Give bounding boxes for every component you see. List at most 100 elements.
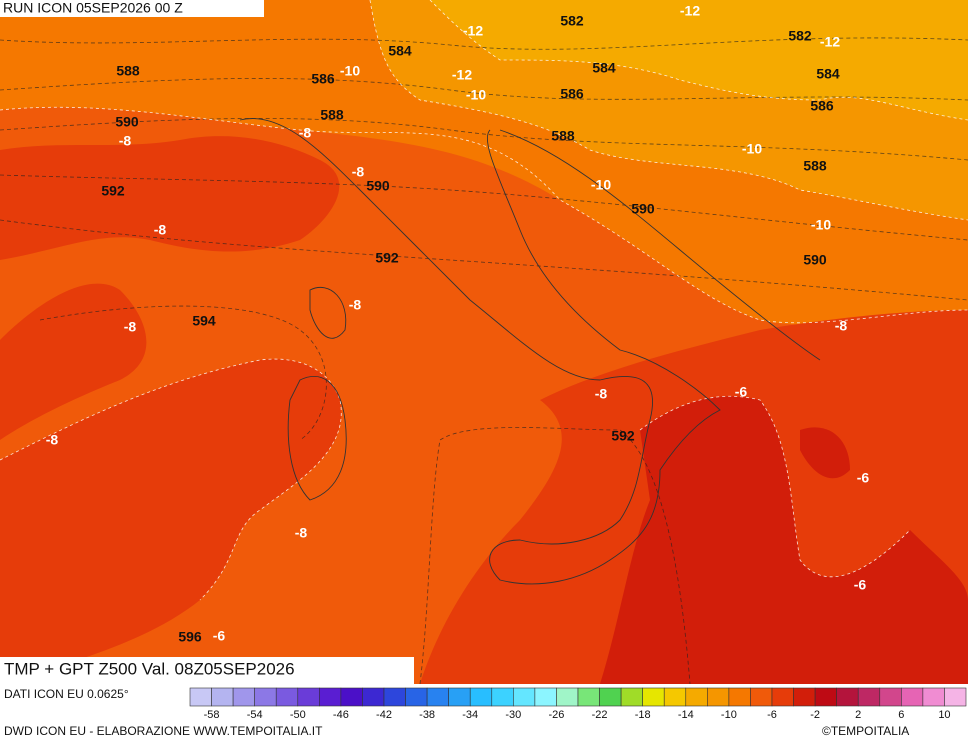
colorbar-tick-label: -54: [247, 709, 263, 721]
colorbar-box: [857, 687, 881, 707]
map-field: [800, 427, 850, 479]
colorbar-box: [383, 687, 406, 707]
colorbar-box: [685, 687, 708, 707]
colorbar-box: [599, 687, 622, 707]
footer-title: TMP + GPT Z500 Val. 08Z05SEP2026: [4, 659, 295, 678]
colorbar-tick-label: -2: [810, 709, 820, 721]
tmp-label: -6: [857, 470, 870, 486]
tmp-label: -8: [835, 318, 848, 334]
colorbar-box: [534, 687, 557, 707]
footer-copyright: ©TEMPOITALIA: [822, 724, 909, 738]
map-field: [0, 283, 147, 440]
colorbar-box: [620, 687, 643, 707]
colorbar-tick-label: -38: [419, 709, 435, 721]
tmp-label: -8: [295, 525, 308, 541]
map-field: [0, 136, 340, 260]
colorbar-tick-label: 6: [898, 709, 904, 721]
colorbar-box: [793, 687, 816, 707]
tmp-label: -10: [811, 217, 831, 233]
colorbar-box: [469, 687, 493, 707]
tmp-label: -8: [349, 297, 362, 313]
tmp-label: -10: [742, 141, 762, 157]
gpt-label: 592: [101, 183, 125, 199]
gpt-label: 590: [631, 201, 655, 217]
footer-source: DATI ICON EU 0.0625°: [4, 687, 129, 701]
gpt-label: 594: [192, 313, 216, 329]
colorbar-box: [319, 687, 342, 707]
tmp-label: -6: [213, 628, 226, 644]
tmp-label: -8: [124, 319, 137, 335]
gpt-label: 596: [178, 629, 202, 645]
colorbar-box: [901, 687, 924, 707]
tmp-label: -10: [466, 87, 486, 103]
tmp-label: -12: [463, 23, 483, 39]
tmp-label: -6: [854, 577, 867, 593]
colorbar-box: [232, 687, 255, 707]
colorbar-tick-label: -58: [204, 709, 220, 721]
map-field: [600, 396, 968, 684]
colorbar-box: [879, 687, 902, 707]
colorbar-tick-label: -10: [721, 709, 737, 721]
colorbar-box: [707, 687, 730, 707]
colorbar-tick-label: 2: [855, 709, 861, 721]
tmp-label: -8: [595, 386, 608, 402]
gpt-label: 586: [560, 86, 584, 102]
tmp-contours: [0, 0, 968, 601]
colorbar-box: [275, 687, 299, 707]
colorbar-tick-label: -50: [290, 709, 306, 721]
colorbar-box: [297, 687, 320, 707]
tmp-label: -8: [352, 164, 365, 180]
gpt-label: 586: [311, 71, 335, 87]
map-field: [430, 0, 968, 120]
colorbar-tick-label: -30: [505, 709, 521, 721]
colorbar-box: [577, 687, 600, 707]
gpt-label: 592: [611, 428, 635, 444]
gpt-label: 590: [115, 114, 139, 130]
gpt-label: 586: [810, 98, 834, 114]
gpt-label: 588: [320, 107, 344, 123]
gpt-label: 584: [816, 66, 840, 82]
tmp-label: -12: [820, 34, 840, 50]
colorbar-box: [728, 687, 751, 707]
gpt-label: 588: [803, 158, 827, 174]
colorbar-tick-label: -46: [333, 709, 349, 721]
tmp-label: -6: [735, 384, 748, 400]
tmp-label: -8: [299, 125, 312, 141]
coastline: [239, 118, 821, 585]
gpt-label: 584: [388, 43, 412, 59]
colorbar-box: [340, 687, 363, 707]
gpt-label: 592: [375, 250, 399, 266]
footer-title-box: [0, 657, 414, 684]
colorbar-box: [189, 687, 212, 707]
gpt-label: 582: [560, 13, 584, 29]
colorbar-box: [556, 687, 579, 707]
tmp-label: -10: [340, 63, 360, 79]
colorbar-tick-label: -42: [376, 709, 392, 721]
gpt-label: 590: [803, 252, 827, 268]
colorbar-box: [405, 687, 428, 707]
tmp-label: -12: [452, 67, 472, 83]
colorbar-box: [771, 687, 794, 707]
colorbar-box: [663, 687, 687, 707]
colorbar-box: [750, 687, 773, 707]
colorbar-tick-label: -6: [767, 709, 777, 721]
colorbar-box: [448, 687, 471, 707]
colorbar-box: [642, 687, 665, 707]
colorbar-tick-label: -34: [462, 709, 478, 721]
gpt-label: 584: [592, 60, 616, 76]
contour-labels: 582 -12 -12 584 582 -12 588 586 -10 -12 …: [46, 3, 870, 645]
colorbar-box: [513, 687, 536, 707]
colorbar-tick-label: -26: [548, 709, 564, 721]
gpt-label: 588: [551, 128, 575, 144]
footer-credit: DWD ICON EU - ELABORAZIONE WWW.TEMPOITAL…: [4, 724, 323, 738]
colorbar-box: [944, 687, 967, 707]
colorbar-box: [426, 687, 449, 707]
tmp-label: -12: [680, 3, 700, 19]
colorbar-box: [491, 687, 514, 707]
gpt-label: 588: [116, 63, 140, 79]
tmp-label: -8: [46, 432, 59, 448]
gpt-label: 590: [366, 178, 390, 194]
colorbar-box: [814, 687, 837, 707]
